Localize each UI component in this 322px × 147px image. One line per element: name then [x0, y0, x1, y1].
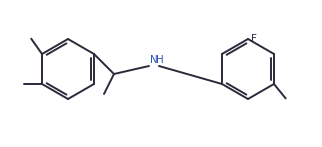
Text: N: N: [150, 55, 158, 65]
Text: F: F: [251, 34, 257, 44]
Text: H: H: [156, 55, 164, 65]
